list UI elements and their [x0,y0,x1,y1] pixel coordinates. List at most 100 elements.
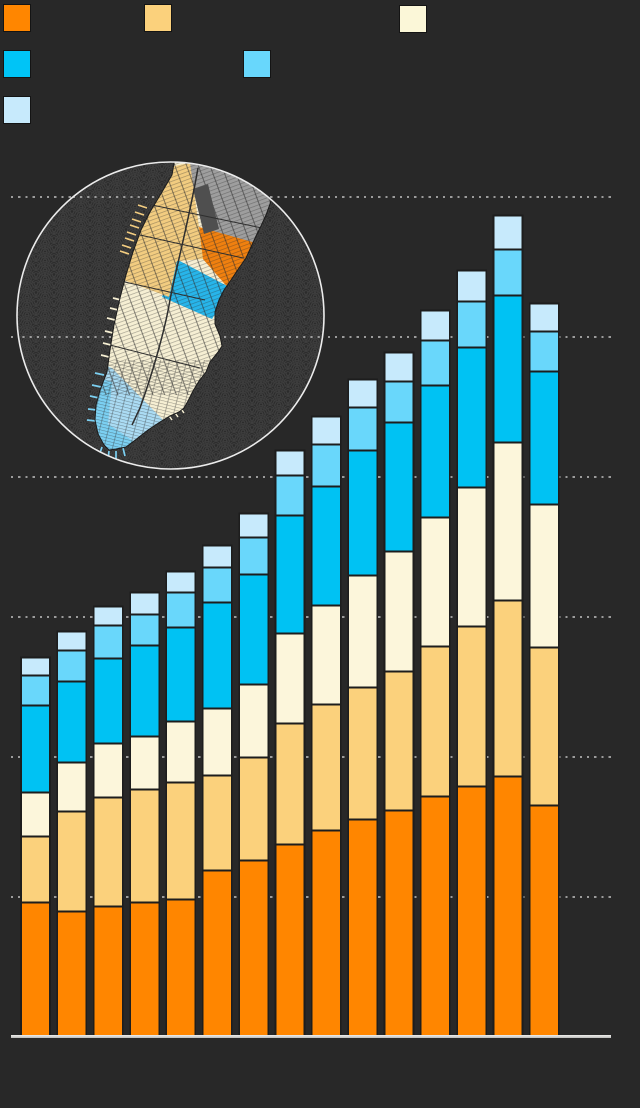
bar-segment-sky-13 [456,300,488,349]
bar-segment-cream-5 [165,720,197,784]
bar-segment-pale-1 [20,656,51,677]
bar-segment-tan-13 [456,625,488,788]
map-circle-outline [16,161,325,470]
bar-segment-tan-5 [165,781,197,901]
major-roads [109,167,263,426]
bar-segment-orange-10 [347,818,378,1038]
legend-swatch-sky [243,50,271,78]
bar-segment-sky-3 [92,624,124,660]
bar-segment-tan-15 [529,646,560,807]
bar-segment-pale-11 [383,351,415,383]
bar-segment-cream-3 [92,742,124,799]
bar-segment-sky-6 [201,566,233,604]
bar-segment-pale-12 [420,309,451,342]
bar-segment-tan-2 [56,810,88,913]
bar-segment-tan-4 [129,788,160,904]
bar-segment-pale-8 [274,449,306,477]
bar-segment-orange-3 [92,905,124,1038]
bar-14 [492,214,524,1038]
bar-segment-pale-10 [347,378,378,409]
bar-segment-cream-12 [420,516,451,648]
bar-segment-orange-9 [310,829,342,1038]
bar-segment-sky-9 [310,443,342,488]
bar-segment-cream-6 [201,707,233,777]
bar-1 [20,656,51,1038]
island-outline [94,162,282,451]
bar-segment-orange-13 [456,785,488,1038]
piers-west-midtown [119,204,148,255]
piers-west-village [100,297,122,358]
bar-segment-sky-15 [529,330,560,373]
bar-segment-tan-11 [383,670,415,812]
bar-segment-cream-14 [492,441,524,602]
bar-segment-pale-6 [201,544,233,569]
bar-segment-tan-6 [201,774,233,872]
bar-segment-sky-1 [20,674,51,707]
bar-12 [420,309,451,1038]
bar-7 [238,512,269,1038]
bar-segment-pale-14 [492,214,524,251]
bar-segment-tan-7 [238,756,269,862]
bar-segment-cyan-4 [129,644,160,738]
legend-swatch-cream [399,5,427,33]
bar-9 [310,415,342,1038]
bar-segment-cream-2 [56,761,88,813]
bar-segment-cream-11 [383,550,415,673]
bar-segment-pale-13 [456,269,488,303]
bar-segment-cyan-6 [201,601,233,710]
bar-segment-tan-14 [492,599,524,778]
bar-13 [456,269,488,1038]
bar-2 [56,630,88,1038]
bar-segment-orange-7 [238,859,269,1038]
bar-segment-orange-15 [529,804,560,1038]
bar-segment-sky-10 [347,406,378,452]
bar-segment-cream-7 [238,683,269,759]
bar-segment-cyan-15 [529,370,560,506]
bar-segment-cyan-14 [492,294,524,444]
bar-segment-cream-9 [310,604,342,706]
bar-segment-pale-2 [56,630,88,652]
bar-segment-cream-1 [20,791,51,838]
bar-segment-cream-15 [529,503,560,649]
bar-segment-orange-8 [274,843,306,1038]
bar-segment-pale-4 [129,591,160,616]
bar-segment-cyan-1 [20,704,51,794]
bar-segment-cyan-10 [347,449,378,577]
bar-segment-cyan-11 [383,421,415,553]
bar-segment-orange-12 [420,795,451,1038]
bar-segment-cyan-12 [420,384,451,519]
bar-6 [201,544,233,1038]
bar-segment-tan-3 [92,796,124,908]
bar-segment-sky-11 [383,380,415,424]
bar-segment-orange-6 [201,869,233,1038]
bar-segment-cyan-9 [310,485,342,607]
bar-segment-pale-5 [165,570,197,594]
map-inset [16,161,325,470]
bar-4 [129,591,160,1038]
bar-segment-orange-2 [56,910,88,1038]
bar-segment-sky-4 [129,613,160,647]
bar-segment-orange-14 [492,775,524,1038]
bar-segment-tan-10 [347,686,378,821]
bar-segment-cyan-8 [274,514,306,635]
central-park [193,184,219,234]
legend-swatch-tan [144,4,172,32]
bar-5 [165,570,197,1038]
bar-segment-tan-12 [420,645,451,798]
bar-segment-tan-8 [274,722,306,846]
legend-swatch-orange [3,4,31,32]
bar-15 [529,302,560,1038]
bar-segment-tan-1 [20,835,51,904]
bar-segment-cyan-2 [56,680,88,764]
gridline [11,196,611,199]
bar-11 [383,351,415,1038]
bar-segment-sky-5 [165,591,197,629]
bar-segment-cream-13 [456,486,488,628]
x-axis-line [11,1035,611,1038]
bar-segment-sky-7 [238,536,269,576]
legend-swatch-cyan [3,50,31,78]
bar-segment-pale-3 [92,605,124,627]
bar-segment-sky-14 [492,248,524,297]
bar-segment-pale-15 [529,302,560,333]
